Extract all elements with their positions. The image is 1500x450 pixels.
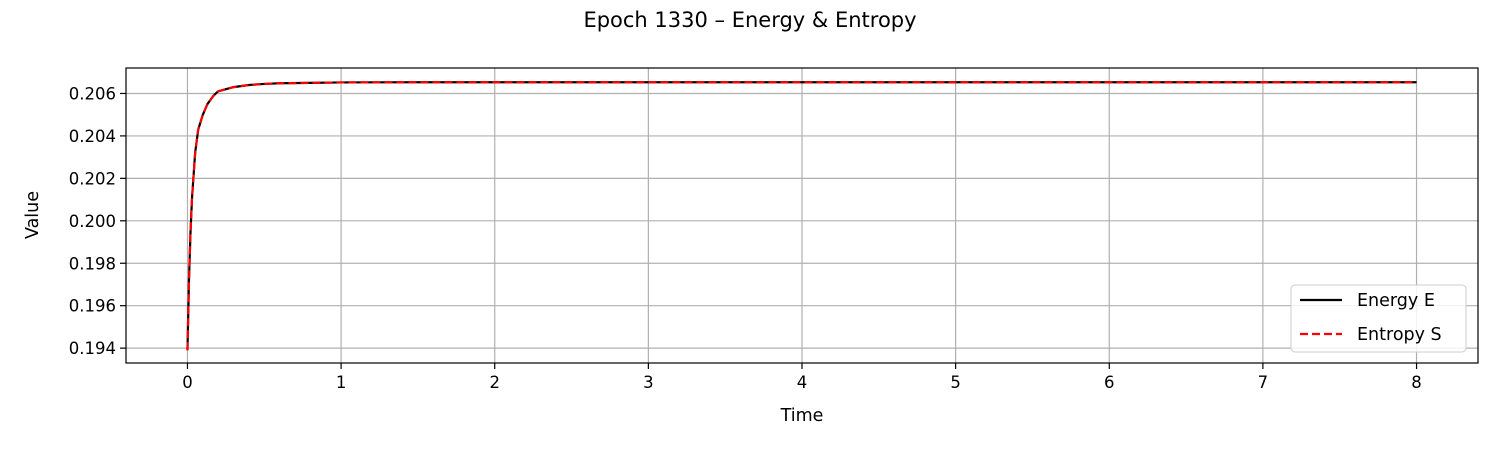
x-tick-label: 3 — [643, 373, 654, 392]
y-tick-label: 0.196 — [69, 297, 116, 316]
x-tick-label: 5 — [950, 373, 961, 392]
legend: Energy E Entropy S — [1290, 284, 1467, 353]
y-tick-label: 0.198 — [69, 254, 116, 273]
y-tick-label: 0.194 — [69, 339, 116, 358]
grid — [126, 68, 1478, 363]
x-tick-label: 2 — [489, 373, 500, 392]
x-tick-label: 8 — [1411, 373, 1422, 392]
series-group — [186, 81, 1417, 351]
y-tick-label: 0.206 — [69, 84, 116, 103]
y-tick-label: 0.200 — [69, 212, 116, 231]
x-axis-label: Time — [780, 406, 824, 426]
x-tick-label: 6 — [1104, 373, 1115, 392]
y-axis-label: Value — [23, 191, 43, 239]
y-tick-label: 0.202 — [69, 169, 116, 188]
y-tick-label: 0.204 — [69, 127, 116, 146]
x-tick-label: 4 — [797, 373, 808, 392]
legend-label-entropy: Entropy S — [1357, 325, 1442, 345]
legend-box — [1290, 284, 1467, 353]
x-tick-label: 1 — [336, 373, 347, 392]
x-tick-label: 7 — [1258, 373, 1269, 392]
ticks: 0 1 2 3 4 5 6 7 8 0.194 0.196 0.198 0.200 0.202 0.204 0… — [69, 84, 1422, 392]
series-line-entropy — [186, 81, 1417, 351]
x-tick-label: 0 — [182, 373, 193, 392]
chart-title: Epoch 1330 – Energy & Entropy — [583, 8, 916, 32]
legend-label-energy: Energy E — [1357, 291, 1435, 311]
